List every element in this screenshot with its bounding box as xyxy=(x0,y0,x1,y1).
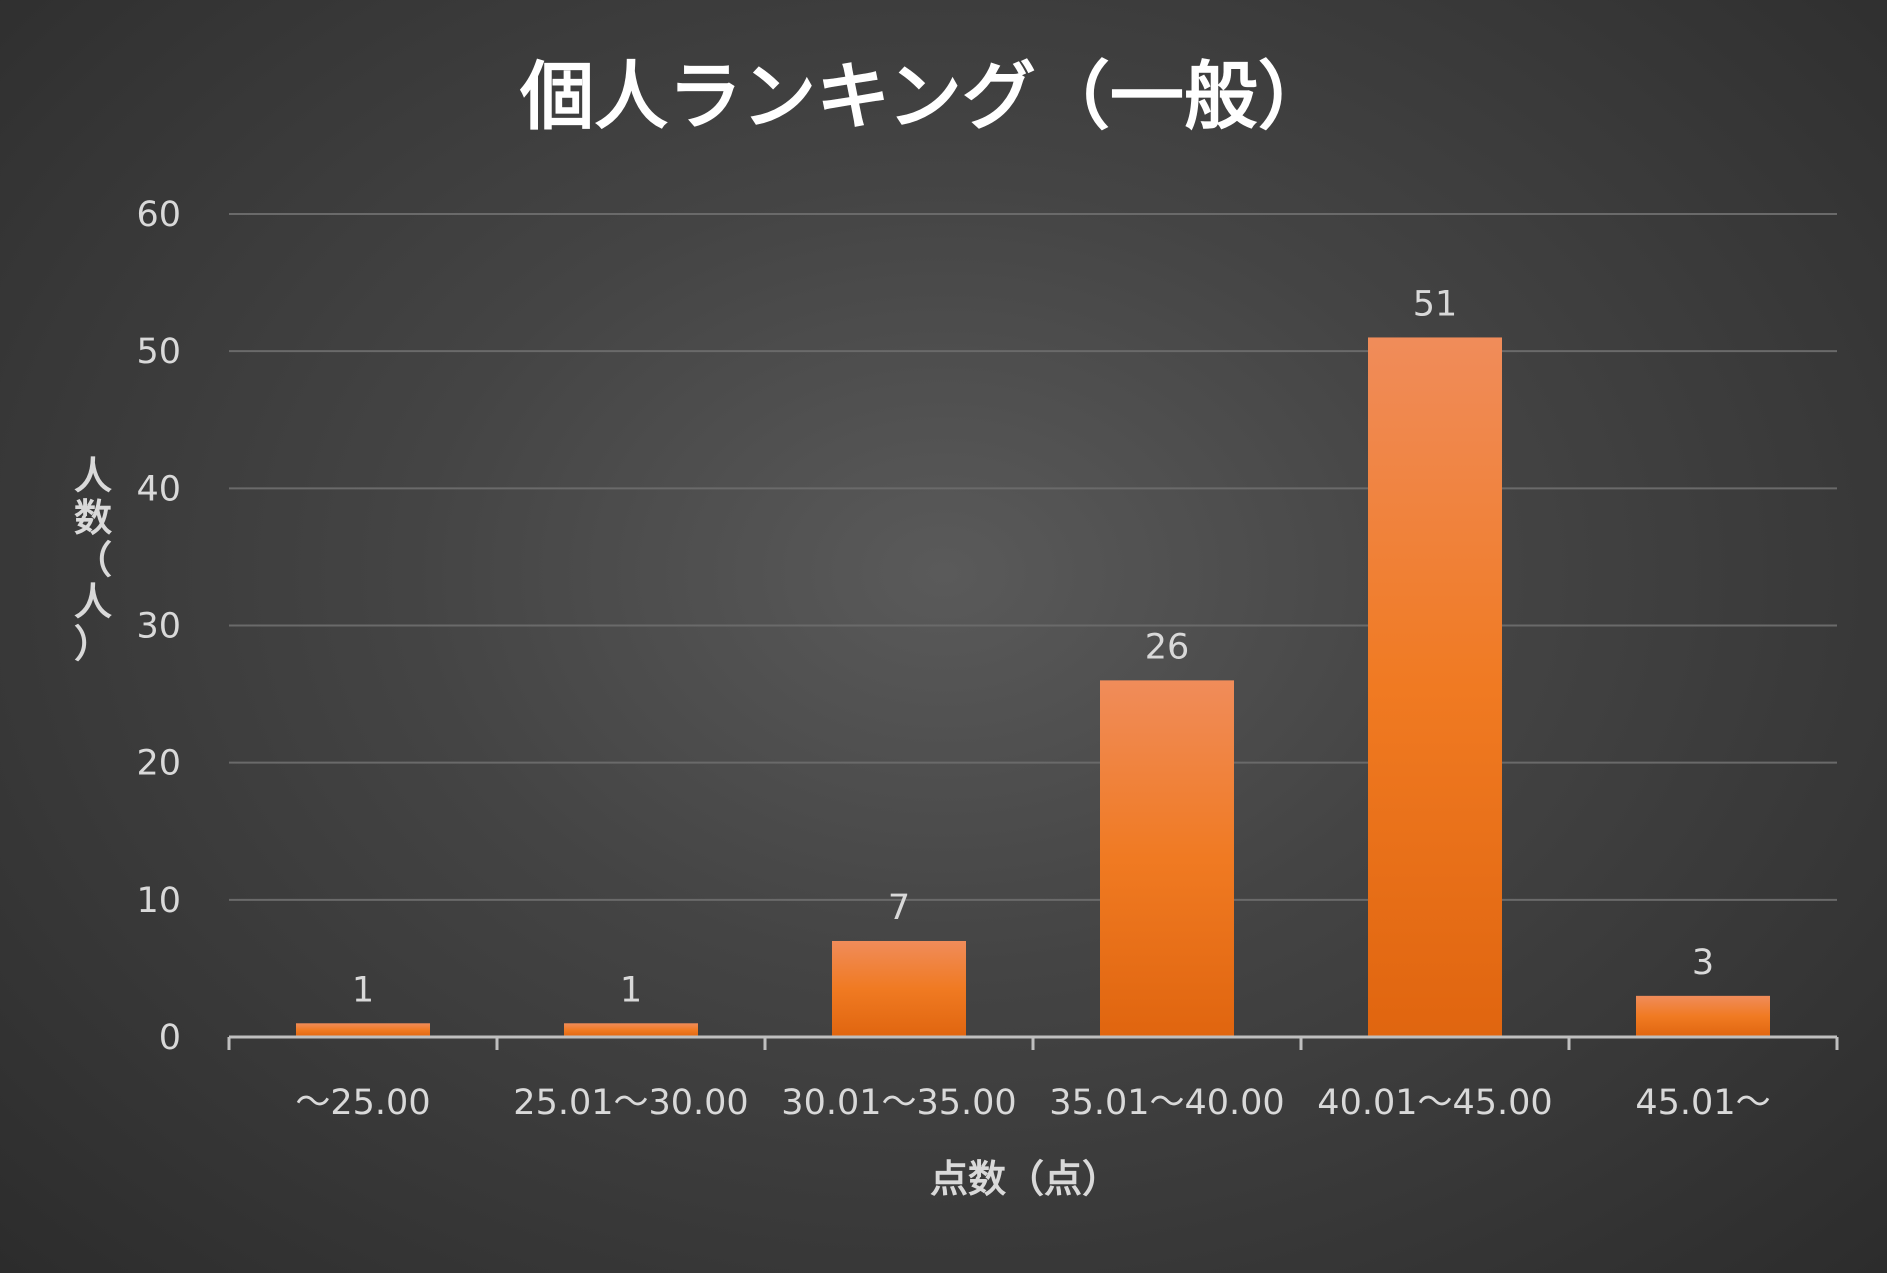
x-axis-category-labels: ～25.00 25.01～30.00 30.01～35.00 35.01～40.00 4… xyxy=(295,1083,1770,1123)
bar xyxy=(1368,337,1502,1037)
x-category-label: 45.01～ xyxy=(1635,1083,1770,1123)
data-label: 51 xyxy=(1413,284,1458,324)
data-labels: 1 1 7 26 51 3 xyxy=(352,284,1714,1010)
y-tick-label: 10 xyxy=(136,881,181,921)
bar xyxy=(1100,680,1234,1037)
y-tick-label: 0 xyxy=(159,1018,181,1058)
data-label: 1 xyxy=(620,970,642,1010)
data-label: 3 xyxy=(1692,943,1714,983)
y-axis-title: 人数（人） xyxy=(74,454,112,666)
x-category-label: 30.01～35.00 xyxy=(781,1083,1016,1123)
y-tick-label: 40 xyxy=(136,469,181,509)
bar xyxy=(832,940,966,1037)
x-axis-title: 点数（点） xyxy=(930,1157,1120,1201)
gridlines xyxy=(229,213,1837,901)
y-axis-ticks: 0 10 20 30 40 50 60 xyxy=(136,195,181,1058)
bar xyxy=(1636,995,1770,1037)
x-axis xyxy=(227,1035,1839,1050)
y-tick-label: 20 xyxy=(136,744,181,784)
x-category-label: ～25.00 xyxy=(295,1083,430,1123)
bar xyxy=(296,1023,430,1037)
y-tick-label: 30 xyxy=(136,607,181,647)
data-label: 7 xyxy=(888,888,910,928)
y-tick-label: 60 xyxy=(136,195,181,235)
chart-title: 個人ランキング（一般） xyxy=(519,54,1332,140)
x-category-label: 25.01～30.00 xyxy=(513,1083,748,1123)
bar xyxy=(564,1023,698,1037)
y-tick-label: 50 xyxy=(136,332,181,372)
x-category-label: 40.01～45.00 xyxy=(1317,1083,1552,1123)
bars xyxy=(296,337,1770,1037)
x-category-label: 35.01～40.00 xyxy=(1049,1083,1284,1123)
data-label: 26 xyxy=(1145,627,1190,667)
data-label: 1 xyxy=(352,970,374,1010)
